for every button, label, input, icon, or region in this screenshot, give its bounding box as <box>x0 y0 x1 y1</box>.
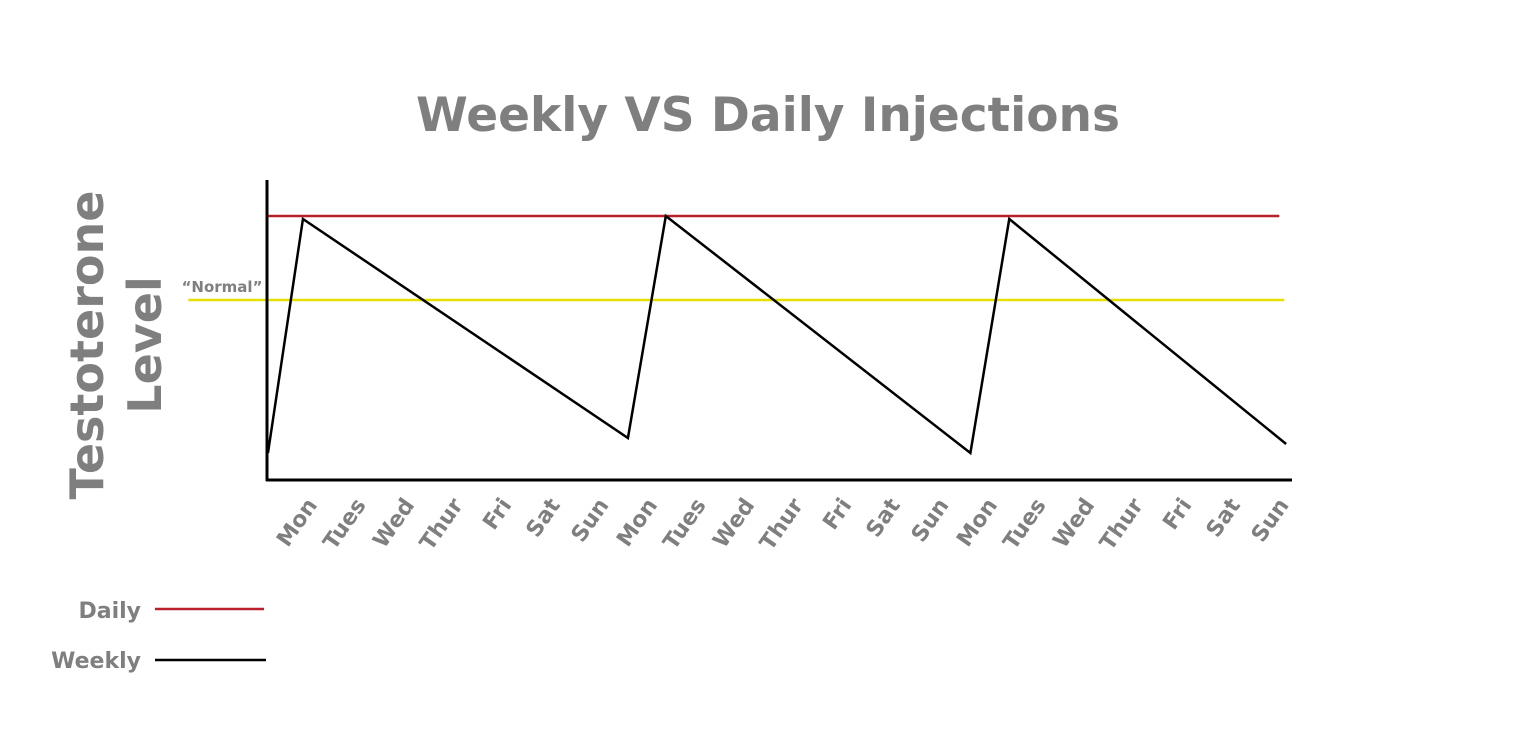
x-tick-label: Mon <box>612 494 663 551</box>
x-tick-label: Mon <box>272 494 323 551</box>
chart-title: Weekly VS Daily Injections <box>416 88 1120 143</box>
x-tick-label: Sun <box>567 494 615 547</box>
x-tick-label: Wed <box>369 494 421 553</box>
x-tick-label: Fri <box>1158 494 1197 535</box>
x-tick-label: Tues <box>999 494 1052 554</box>
x-tick-label: Thur <box>415 494 468 555</box>
series-line-weekly <box>266 213 1287 456</box>
normal-label: “Normal” <box>182 278 263 296</box>
x-tick-label: Thur <box>755 494 808 555</box>
legend: Daily Weekly <box>51 599 266 674</box>
x-tick-label: Tues <box>319 494 372 554</box>
x-tick-label: Sat <box>862 494 906 542</box>
x-tick-label: Wed <box>709 494 761 553</box>
y-axis-label-line1: Testoterone <box>60 191 114 500</box>
x-tick-label: Fri <box>478 494 517 535</box>
x-tick-label: Sat <box>522 494 566 542</box>
x-tick-label: Sun <box>907 494 955 547</box>
legend-label-weekly: Weekly <box>51 649 141 674</box>
y-axis-label-line2: Level <box>118 276 172 413</box>
legend-label-daily: Daily <box>78 599 141 624</box>
x-tick-label: Sun <box>1247 494 1295 547</box>
x-tick-label: Sat <box>1202 494 1246 542</box>
x-tick-label: Mon <box>952 494 1003 551</box>
x-tick-label: Thur <box>1095 494 1148 555</box>
x-tick-label: Fri <box>818 494 857 535</box>
x-tick-label: Wed <box>1049 494 1101 553</box>
x-tick-label: Tues <box>659 494 712 554</box>
